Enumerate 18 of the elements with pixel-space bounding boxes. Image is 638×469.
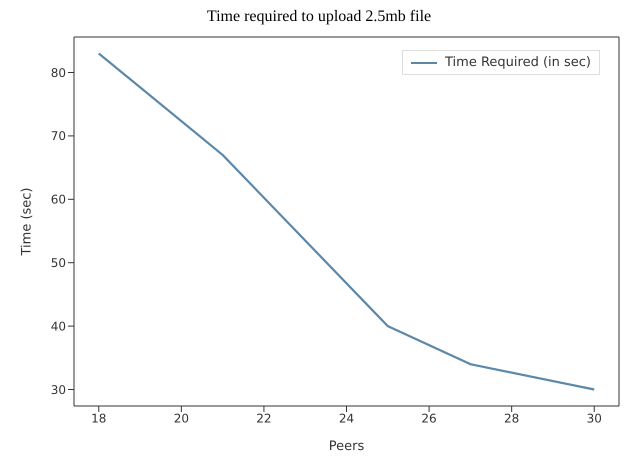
x-tick-label: 20 [174,412,189,426]
x-tick-label: 30 [586,412,602,426]
y-tick-label: 50 [50,256,66,270]
x-tick-label: 18 [91,412,106,426]
legend-label: Time Required (in sec) [445,55,591,70]
chart-title: Time required to upload 2.5mb file [206,8,432,27]
line-series [98,52,596,391]
y-axis-title: Time (sec) [20,187,35,257]
x-tick-label: 28 [504,412,520,426]
x-tick-label: 24 [338,412,354,426]
y-tick-label: 80 [50,66,66,80]
x-axis-title: Peers [328,439,364,454]
y-tick-label: 30 [50,382,66,397]
y-tick-label: 60 [50,192,66,207]
x-tick-label: 22 [256,412,272,426]
y-tick-label: 70 [50,129,66,144]
y-tick-label: 40 [50,319,66,334]
x-tick-label: 26 [421,412,437,426]
